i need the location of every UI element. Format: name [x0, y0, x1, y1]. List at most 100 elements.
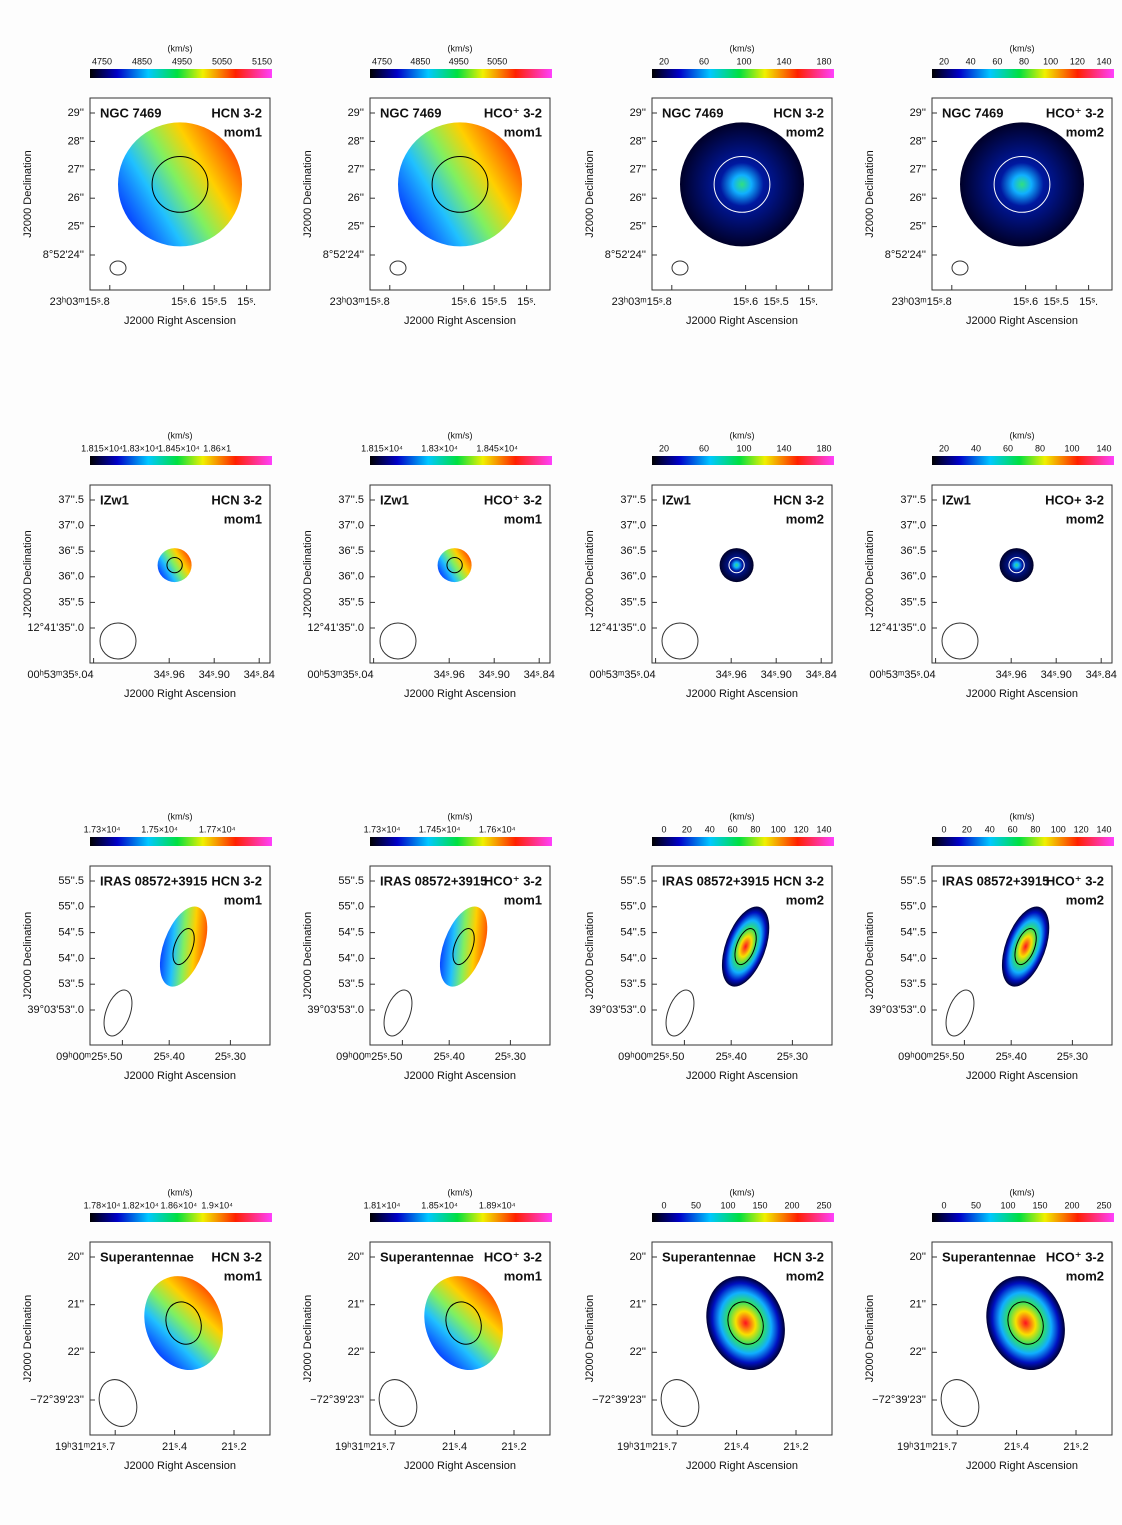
- colorbar-unit: (km/s): [1010, 1187, 1035, 1197]
- x-tick-label: 25ˢ.40: [154, 1051, 185, 1063]
- x-tick-label: 09ʰ00ᵐ25ˢ.50: [618, 1051, 684, 1063]
- x-tick-label: 34ˢ.84: [1086, 669, 1117, 681]
- y-tick-label: 26'': [630, 192, 646, 204]
- y-tick-label: 29'': [630, 107, 646, 119]
- y-tick-label: 22'': [68, 1346, 84, 1358]
- y-tick-label: 54''.0: [338, 952, 364, 964]
- object-name: Superantennae: [942, 1249, 1036, 1264]
- y-tick-label: 54''.0: [900, 952, 926, 964]
- y-tick-label: 12°41'35''.0: [27, 622, 84, 634]
- emission-map: [398, 122, 522, 246]
- y-tick-label: 22'': [630, 1346, 646, 1358]
- x-tick-label: 34ˢ.90: [761, 669, 792, 681]
- colorbar-tick-label: 100: [1000, 1200, 1015, 1210]
- moment-label: mom1: [504, 1268, 542, 1283]
- x-tick-label: 25ˢ.40: [434, 1051, 465, 1063]
- colorbar-tick-label: 20: [682, 824, 692, 834]
- y-axis-label: J2000 Declination: [584, 530, 596, 617]
- y-tick-label: 37''.0: [338, 520, 364, 532]
- x-tick-label: 15ˢ.: [517, 296, 536, 308]
- y-tick-label: 53''.5: [620, 978, 646, 990]
- x-tick-label: 34ˢ.96: [716, 669, 747, 681]
- y-tick-label: 36''.5: [338, 545, 364, 557]
- y-tick-label: 28'': [348, 135, 364, 147]
- x-tick-label: 25ˢ.30: [495, 1051, 526, 1063]
- x-tick-label: 21ˢ.2: [501, 1441, 526, 1453]
- x-tick-label: 25ˢ.30: [215, 1051, 246, 1063]
- x-axis-label: J2000 Right Ascension: [124, 1460, 236, 1472]
- y-tick-label: 39°03'53''.0: [589, 1004, 646, 1016]
- colorbar: [932, 69, 1114, 78]
- emission-map: [118, 122, 242, 246]
- y-tick-label: 54''.5: [620, 927, 646, 939]
- y-tick-label: 55''.0: [58, 901, 84, 913]
- colorbar-tick-label: 5150: [252, 56, 272, 66]
- x-tick-label: 15ˢ.6: [733, 296, 758, 308]
- colorbar-unit: (km/s): [448, 430, 473, 440]
- x-axis-label: J2000 Right Ascension: [966, 1460, 1078, 1472]
- colorbar-tick-label: 20: [962, 824, 972, 834]
- colorbar-unit: (km/s): [448, 1187, 473, 1197]
- moment-label: mom2: [1066, 892, 1104, 907]
- object-name: IZw1: [942, 492, 971, 507]
- y-tick-label: 54''.5: [58, 927, 84, 939]
- colorbar: [932, 837, 1114, 846]
- colorbar-tick-label: 1.83×10⁴: [421, 443, 458, 453]
- colorbar-unit: (km/s): [730, 43, 755, 53]
- colorbar-tick-label: 1.9×10⁴: [201, 1200, 233, 1210]
- x-tick-label: 15ˢ.5: [202, 296, 227, 308]
- colorbar-tick-label: 20: [939, 443, 949, 453]
- colorbar-tick-label: 180: [816, 56, 831, 66]
- figure: (km/s)47504850495050505150NGC 7469HCN 3-…: [0, 0, 1122, 1525]
- y-tick-label: 35''.5: [338, 596, 364, 608]
- colorbar-tick-label: 250: [816, 1200, 831, 1210]
- x-tick-label: 21ˢ.2: [783, 1441, 808, 1453]
- moment-label: mom1: [224, 511, 262, 526]
- x-tick-label: 21ˢ.4: [162, 1441, 187, 1453]
- line-label: HCN 3-2: [773, 1249, 824, 1264]
- colorbar-unit: (km/s): [448, 43, 473, 53]
- colorbar-tick-label: 1.73×10⁴: [84, 824, 121, 834]
- page: {"colorbar_unit": "(km/s)", "x_axis_labe…: [0, 0, 1122, 1525]
- y-tick-label: 21'': [68, 1299, 84, 1311]
- y-tick-label: 29'': [910, 107, 926, 119]
- moment-label: mom2: [786, 124, 824, 139]
- object-name: IZw1: [380, 492, 409, 507]
- colorbar-tick-label: 0: [661, 1200, 666, 1210]
- y-tick-label: 21'': [910, 1299, 926, 1311]
- line-label: HCN 3-2: [773, 492, 824, 507]
- x-tick-label: 34ˢ.84: [524, 669, 555, 681]
- moment-label: mom1: [504, 892, 542, 907]
- y-tick-label: 36''.0: [900, 571, 926, 583]
- y-axis-label: J2000 Declination: [864, 150, 876, 237]
- colorbar-tick-label: 1.89×10⁴: [479, 1200, 516, 1210]
- colorbar-tick-label: 40: [966, 56, 976, 66]
- y-tick-label: 55''.0: [900, 901, 926, 913]
- object-name: Superantennae: [100, 1249, 194, 1264]
- x-tick-label: 34ˢ.84: [244, 669, 275, 681]
- colorbar: [370, 837, 552, 846]
- y-tick-label: 8°52'24'': [885, 249, 926, 261]
- x-tick-label: 34ˢ.96: [154, 669, 185, 681]
- colorbar-tick-label: 140: [1096, 443, 1111, 453]
- x-tick-label: 15ˢ.: [237, 296, 256, 308]
- moment-label: mom2: [1066, 124, 1104, 139]
- colorbar-tick-label: 40: [705, 824, 715, 834]
- y-tick-label: 35''.5: [58, 596, 84, 608]
- colorbar-tick-label: 50: [971, 1200, 981, 1210]
- object-name: NGC 7469: [100, 105, 161, 120]
- object-name: IRAS 08572+3915: [942, 873, 1049, 888]
- colorbar: [652, 69, 834, 78]
- colorbar-unit: (km/s): [168, 43, 193, 53]
- object-name: NGC 7469: [942, 105, 1003, 120]
- emission-map: [960, 122, 1084, 246]
- y-tick-label: 27'': [68, 164, 84, 176]
- x-tick-label: 19ʰ31ᵐ21ˢ.7: [55, 1441, 115, 1453]
- x-tick-label: 15ˢ.5: [482, 296, 507, 308]
- colorbar-tick-label: 100: [771, 824, 786, 834]
- object-name: Superantennae: [380, 1249, 474, 1264]
- y-tick-label: 25'': [348, 221, 364, 233]
- x-axis-label: J2000 Right Ascension: [966, 688, 1078, 700]
- y-tick-label: 25'': [630, 221, 646, 233]
- x-tick-label: 25ˢ.30: [777, 1051, 808, 1063]
